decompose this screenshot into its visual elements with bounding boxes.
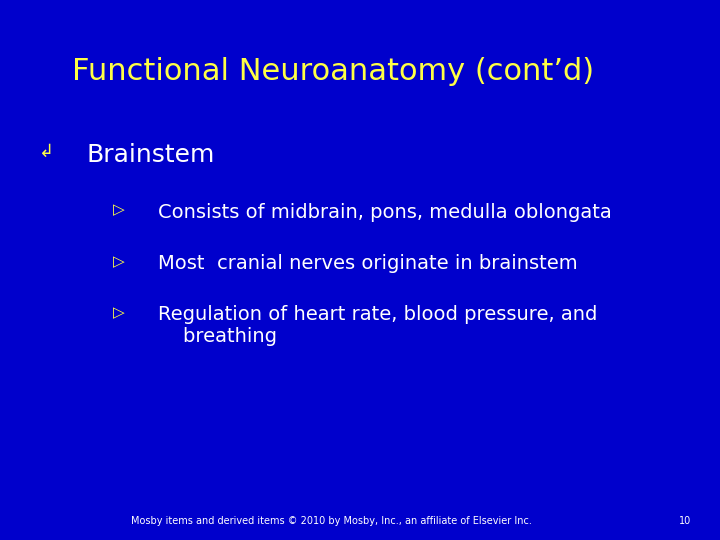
Text: Functional Neuroanatomy (cont’d): Functional Neuroanatomy (cont’d) [72,57,594,86]
Text: Consists of midbrain, pons, medulla oblongata: Consists of midbrain, pons, medulla oblo… [158,202,612,221]
Text: ↲: ↲ [39,143,55,161]
Text: Most  cranial nerves originate in brainstem: Most cranial nerves originate in brainst… [158,254,578,273]
Text: ▷: ▷ [113,202,125,218]
Text: ▷: ▷ [113,254,125,269]
Text: Brainstem: Brainstem [86,143,215,167]
Text: ▷: ▷ [113,305,125,320]
Text: Regulation of heart rate, blood pressure, and
    breathing: Regulation of heart rate, blood pressure… [158,305,598,346]
Text: 10: 10 [679,516,691,526]
Text: Mosby items and derived items © 2010 by Mosby, Inc., an affiliate of Elsevier In: Mosby items and derived items © 2010 by … [131,516,531,526]
